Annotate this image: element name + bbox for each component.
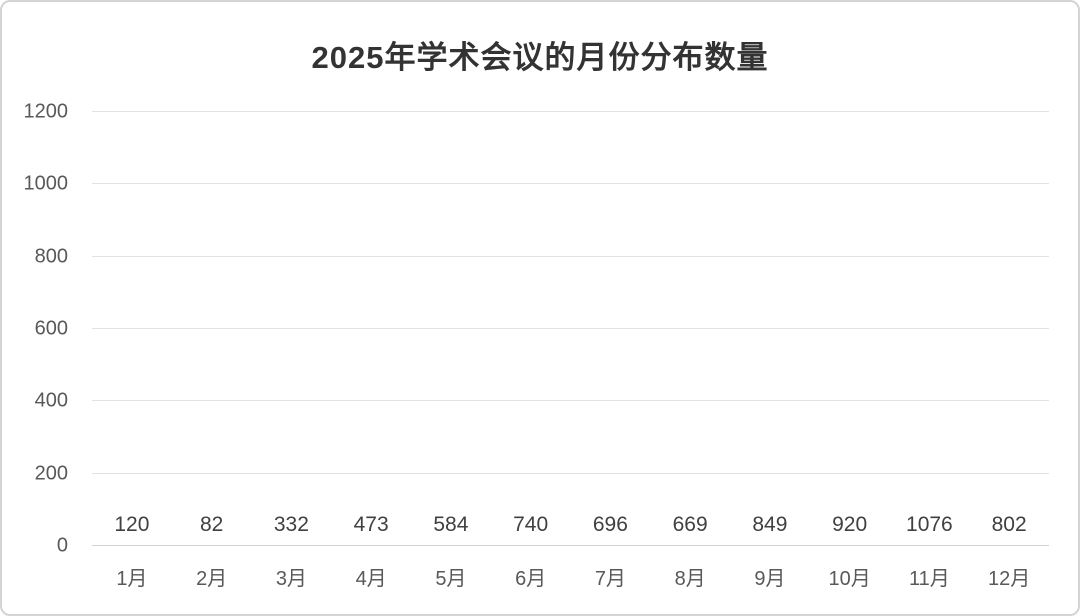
gridline bbox=[92, 255, 1049, 257]
plot-area: 120 82 332 473 584 740 696 669 849 920 1076 802 bbox=[92, 111, 1049, 546]
bar-slot-6月: 740 bbox=[491, 513, 571, 546]
bar-data-label: 696 bbox=[592, 513, 628, 536]
chart-title: 2025年学术会议的月份分布数量 bbox=[311, 40, 769, 75]
bar-slot-5月: 584 bbox=[411, 513, 491, 546]
bar-slot-9月: 849 bbox=[730, 513, 810, 546]
x-tick-label: 1月 bbox=[116, 568, 148, 590]
x-tick-label: 10月 bbox=[828, 568, 871, 590]
x-tick-label: 4月 bbox=[355, 568, 387, 590]
bar-data-label: 920 bbox=[832, 513, 868, 536]
bar-slot-1月: 120 bbox=[92, 513, 172, 546]
bar-data-label: 1076 bbox=[906, 513, 953, 536]
x-tick-label: 3月 bbox=[275, 568, 307, 590]
bar-slot-2月: 82 bbox=[172, 513, 252, 546]
bar-slot-4月: 473 bbox=[331, 513, 411, 546]
bar-slot-8月: 669 bbox=[650, 513, 730, 546]
bar-slot-3月: 332 bbox=[252, 513, 332, 546]
y-tick-label: 200 bbox=[34, 462, 68, 485]
x-tick-label: 6月 bbox=[515, 568, 547, 590]
bar-data-label: 669 bbox=[672, 513, 708, 536]
bar-series: 120 82 332 473 584 740 696 669 849 920 1076 802 bbox=[92, 112, 1049, 546]
y-axis: 0 200 400 600 800 1000 1200 bbox=[2, 101, 80, 557]
x-tick-label: 2月 bbox=[196, 568, 228, 590]
bar-slot-10月: 920 bbox=[810, 513, 890, 546]
bar-data-label: 740 bbox=[513, 513, 549, 536]
x-tick-label: 8月 bbox=[674, 568, 706, 590]
x-tick-label: 7月 bbox=[594, 568, 626, 590]
gridline bbox=[92, 183, 1049, 185]
x-axis: 1月 2月 3月 4月 5月 6月 7月 8月 9月 10月 11月 12月 bbox=[92, 546, 1049, 596]
y-tick-label: 1200 bbox=[23, 100, 69, 123]
bar-data-label: 332 bbox=[273, 513, 309, 536]
bar-data-label: 473 bbox=[353, 513, 389, 536]
y-tick-label: 600 bbox=[34, 317, 68, 340]
x-tick-label: 9月 bbox=[754, 568, 786, 590]
bar-slot-12月: 802 bbox=[969, 513, 1049, 546]
bar-data-label: 802 bbox=[991, 513, 1027, 536]
bar-data-label: 584 bbox=[433, 513, 469, 536]
gridline bbox=[92, 328, 1049, 329]
bar-data-label: 849 bbox=[752, 513, 788, 536]
bar-slot-7月: 696 bbox=[571, 513, 651, 546]
x-tick-label: 12月 bbox=[988, 568, 1031, 590]
y-tick-label: 800 bbox=[34, 245, 68, 268]
bar-slot-11月: 1076 bbox=[890, 513, 970, 546]
bar-data-label: 82 bbox=[199, 513, 224, 536]
x-tick-label: 5月 bbox=[435, 568, 467, 590]
bar-data-label: 120 bbox=[114, 513, 150, 536]
gridline bbox=[92, 400, 1049, 402]
y-tick-label: 0 bbox=[56, 534, 68, 557]
gridline bbox=[92, 545, 1049, 546]
x-tick-label: 11月 bbox=[908, 568, 950, 590]
gridline bbox=[92, 111, 1049, 112]
gridline bbox=[92, 472, 1049, 474]
y-tick-label: 1000 bbox=[23, 172, 69, 195]
y-tick-label: 400 bbox=[34, 389, 68, 412]
